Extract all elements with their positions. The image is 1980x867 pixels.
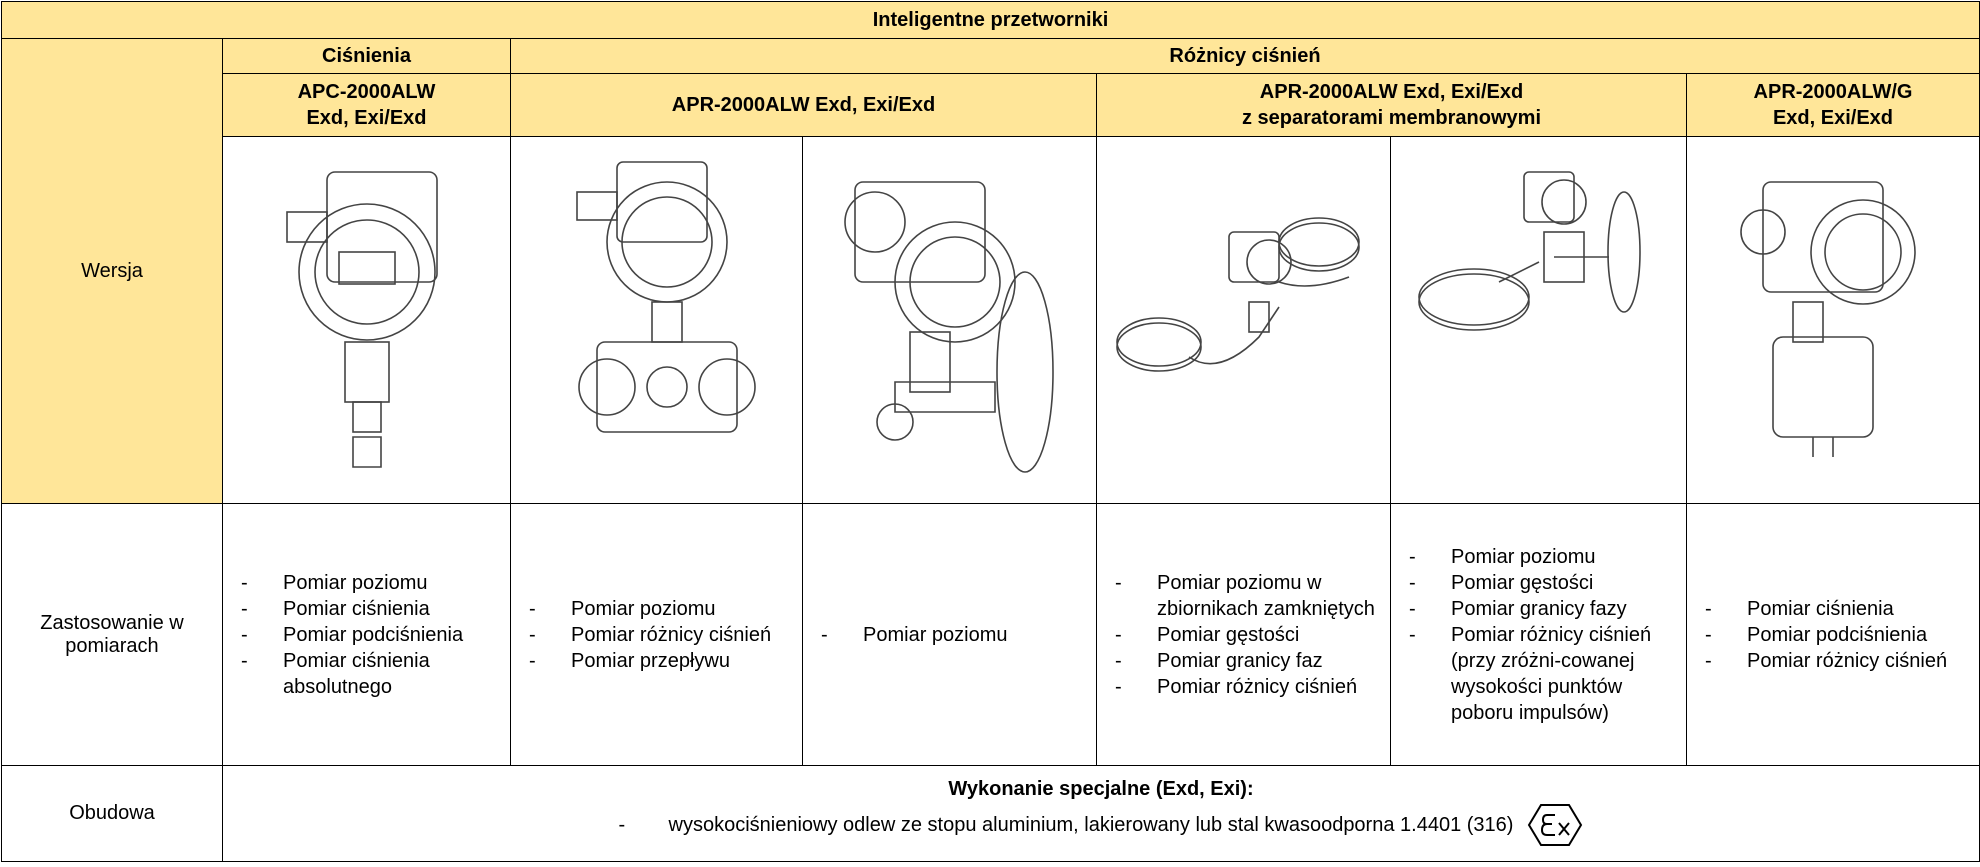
housing-cell: Wykonanie specjalne (Exd, Exi): wysokoci… xyxy=(222,765,1980,862)
model-header: APR-2000ALW/G Exd, Exi/Exd xyxy=(1686,73,1980,137)
usage-item: Pomiar ciśnienia xyxy=(231,596,504,622)
usage-item: Pomiar granicy faz xyxy=(1105,648,1384,674)
housing-item: wysokociśnieniowy odlew ze stopu alumini… xyxy=(619,814,1514,837)
usage-cell: Pomiar ciśnieniaPomiar podciśnieniaPomia… xyxy=(1686,503,1980,766)
row-label: Wersja xyxy=(1,38,223,504)
usage-item: Pomiar granicy fazy xyxy=(1399,596,1680,622)
usage-item: Pomiar gęstości xyxy=(1399,570,1680,596)
image-cell xyxy=(1686,136,1980,504)
image-cell xyxy=(802,136,1097,504)
usage-item: Pomiar gęstości xyxy=(1105,622,1384,648)
usage-item: Pomiar poziomu xyxy=(811,622,1090,648)
usage-item: Pomiar ciśnienia absolutnego xyxy=(231,648,504,700)
row-label: Zastosowanie w pomiarach xyxy=(1,503,223,766)
usage-item: Pomiar różnicy ciśnień xyxy=(1105,674,1384,700)
usage-item: Pomiar przepływu xyxy=(519,648,796,674)
device-image xyxy=(1417,171,1641,331)
housing-heading: Wykonanie specjalne (Exd, Exi): xyxy=(948,778,1254,800)
usage-list: Pomiar poziomu xyxy=(803,622,1096,648)
device-image xyxy=(1115,217,1360,372)
row-label: Obudowa xyxy=(1,765,223,862)
ex-symbol xyxy=(1528,804,1583,846)
image-cell xyxy=(510,136,803,504)
housing-list: wysokociśnieniowy odlew ze stopu alumini… xyxy=(223,801,1979,849)
usage-cell: Pomiar poziomuPomiar gęstościPomiar gran… xyxy=(1390,503,1687,766)
usage-cell: Pomiar poziomuPomiar różnicy ciśnieńPomi… xyxy=(510,503,803,766)
usage-item: Pomiar różnicy ciśnień xyxy=(1695,648,1973,674)
usage-list: Pomiar ciśnieniaPomiar podciśnieniaPomia… xyxy=(1687,596,1979,674)
group-header: Różnicy ciśnień xyxy=(510,38,1980,74)
model-header: APC-2000ALW Exd, Exi/Exd xyxy=(222,73,511,137)
usage-cell: Pomiar poziomu w zbiornikach zamkniętych… xyxy=(1096,503,1391,766)
model-header: APR-2000ALW Exd, Exi/Exd z separatorami … xyxy=(1096,73,1687,137)
model-header: APR-2000ALW Exd, Exi/Exd xyxy=(510,73,1097,137)
group-header: Ciśnienia xyxy=(222,38,511,74)
usage-cell: Pomiar poziomuPomiar ciśnieniaPomiar pod… xyxy=(222,503,511,766)
device-image xyxy=(285,171,438,468)
usage-item: Pomiar różnicy ciśnień xyxy=(519,622,796,648)
usage-list: Pomiar poziomu w zbiornikach zamkniętych… xyxy=(1097,570,1390,700)
device-image xyxy=(1740,181,1916,457)
table-title: Inteligentne przetworniki xyxy=(1,1,1980,39)
usage-list: Pomiar poziomuPomiar ciśnieniaPomiar pod… xyxy=(223,570,510,700)
device-image xyxy=(575,161,756,433)
usage-item: Pomiar poziomu w zbiornikach zamkniętych xyxy=(1105,570,1384,622)
usage-list: Pomiar poziomuPomiar gęstościPomiar gran… xyxy=(1391,544,1686,726)
usage-item: Pomiar różnicy ciśnień (przy zróżni-cowa… xyxy=(1399,622,1680,726)
image-cell xyxy=(1390,136,1687,504)
usage-item: Pomiar poziomu xyxy=(519,596,796,622)
usage-cell: Pomiar poziomu xyxy=(802,503,1097,766)
image-cell xyxy=(222,136,511,504)
usage-list: Pomiar poziomuPomiar różnicy ciśnieńPomi… xyxy=(511,596,802,674)
image-cell xyxy=(1096,136,1391,504)
usage-item: Pomiar podciśnienia xyxy=(1695,622,1973,648)
usage-item: Pomiar poziomu xyxy=(231,570,504,596)
usage-item: Pomiar ciśnienia xyxy=(1695,596,1973,622)
usage-item: Pomiar poziomu xyxy=(1399,544,1680,570)
usage-item: Pomiar podciśnienia xyxy=(231,622,504,648)
device-image xyxy=(843,181,1054,473)
